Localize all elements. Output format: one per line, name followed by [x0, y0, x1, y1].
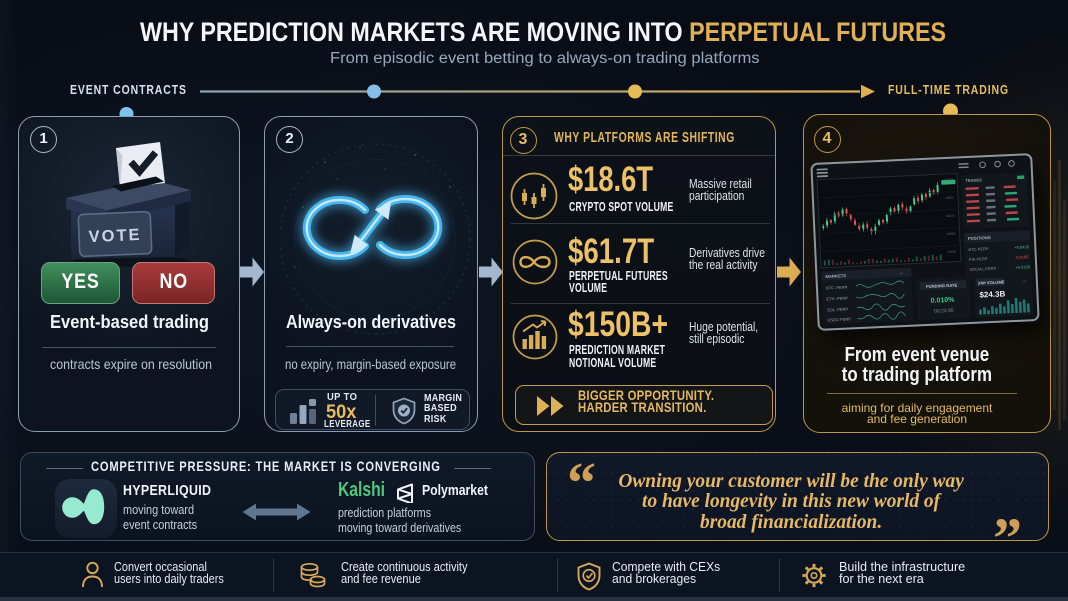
svg-text:0.010%: 0.010%	[931, 297, 956, 305]
svg-text:44000: 44000	[947, 232, 956, 236]
svg-text:+0.0126: +0.0126	[1015, 264, 1031, 270]
svg-text:-0.0180: -0.0180	[1015, 254, 1030, 260]
svg-text:+0.0436: +0.0436	[1014, 244, 1030, 250]
svg-text:45200: 45200	[944, 178, 953, 182]
svg-text:00:23:45: 00:23:45	[934, 308, 954, 315]
svg-text:MARKETS: MARKETS	[825, 273, 846, 279]
svg-text:BTC -PERP: BTC -PERP	[826, 285, 848, 291]
svg-text:$24.3B: $24.3B	[979, 289, 1005, 299]
svg-text:44800: 44800	[945, 196, 954, 200]
svg-text:44400: 44400	[946, 214, 955, 218]
svg-text:FUNDING RATE: FUNDING RATE	[926, 283, 958, 289]
svg-text:POSITIONS: POSITIONS	[968, 235, 991, 241]
svg-text:PSI-PERP: PSI-PERP	[969, 256, 988, 262]
svg-text:SOL -PERP: SOL -PERP	[827, 307, 849, 313]
svg-text:+/-: +/-	[899, 271, 904, 275]
svg-text:VOTE: VOTE	[88, 226, 142, 246]
svg-text:+/-: +/-	[1023, 279, 1028, 283]
svg-text:SOCIAL-PERP: SOCIAL-PERP	[969, 266, 996, 272]
svg-text:24H VOLUME: 24H VOLUME	[978, 279, 1005, 285]
svg-text:USDC-PERP: USDC-PERP	[827, 316, 851, 322]
svg-text:TRADES: TRADES	[965, 177, 982, 183]
svg-text:BTC-PERP: BTC-PERP	[968, 246, 989, 252]
svg-text:43600: 43600	[947, 250, 956, 254]
svg-text:ETH -PERP: ETH -PERP	[826, 296, 848, 302]
